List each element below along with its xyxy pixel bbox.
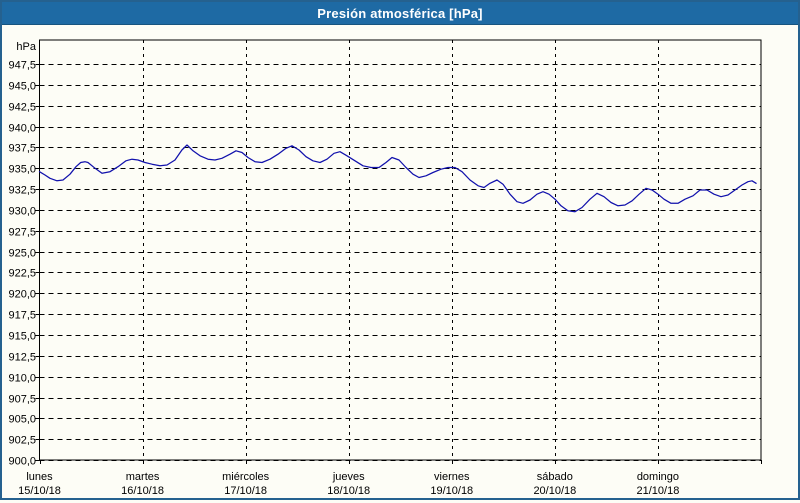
window-titlebar: Presión atmosférica [hPa] (2, 2, 798, 25)
y-tick-label: 927,5 (8, 227, 36, 239)
y-tick-label: 925,0 (8, 248, 36, 260)
day-name-label: viernes (434, 471, 470, 483)
pressure-chart: 947,5 945,0 942,5 940,0 937,5 935,0 932,5 930,0… (8, 39, 762, 497)
y-tick-label: 902,5 (8, 435, 36, 447)
day-name-label: domingo (637, 471, 679, 483)
day-date-label: 19/10/18 (430, 485, 473, 497)
y-tick-label: 910,0 (8, 373, 36, 385)
y-tick-label: 905,0 (8, 414, 36, 426)
chart-area: 947,5 945,0 942,5 940,0 937,5 935,0 932,5 930,0… (2, 24, 798, 498)
y-tick-label: 922,5 (8, 268, 36, 280)
plot-border (39, 39, 762, 461)
y-tick-label: 932,5 (8, 185, 36, 197)
day-name-label: jueves (332, 471, 365, 483)
y-tick-label: 942,5 (8, 102, 36, 114)
pressure-series-line (38, 144, 757, 213)
y-tick-label: 915,0 (8, 331, 36, 343)
y-tick-label: 940,0 (8, 123, 36, 135)
y-tick-label: 907,5 (8, 394, 36, 406)
y-tick-label: 912,5 (8, 352, 36, 364)
day-name-label: martes (126, 471, 160, 483)
day-name-label: miércoles (222, 471, 270, 483)
y-tick-label: 917,5 (8, 310, 36, 322)
day-name-label: sábado (537, 471, 573, 483)
day-name-label: lunes (26, 471, 53, 483)
window-title: Presión atmosférica [hPa] (317, 5, 483, 21)
day-date-label: 18/10/18 (327, 485, 370, 497)
day-date-label: 21/10/18 (637, 485, 680, 497)
y-tick-label: 900,0 (8, 456, 36, 468)
day-date-label: 17/10/18 (224, 485, 267, 497)
y-tick-label: 930,0 (8, 206, 36, 218)
y-tick-label: 937,5 (8, 143, 36, 155)
y-tick-label: 935,0 (8, 164, 36, 176)
y-tick-label: 947,5 (8, 60, 36, 72)
y-axis-unit-label: hPa (16, 41, 36, 53)
y-tick-label: 920,0 (8, 289, 36, 301)
day-date-label: 15/10/18 (18, 485, 61, 497)
y-tick-label: 945,0 (8, 81, 36, 93)
day-date-label: 16/10/18 (121, 485, 164, 497)
day-date-label: 20/10/18 (533, 485, 576, 497)
